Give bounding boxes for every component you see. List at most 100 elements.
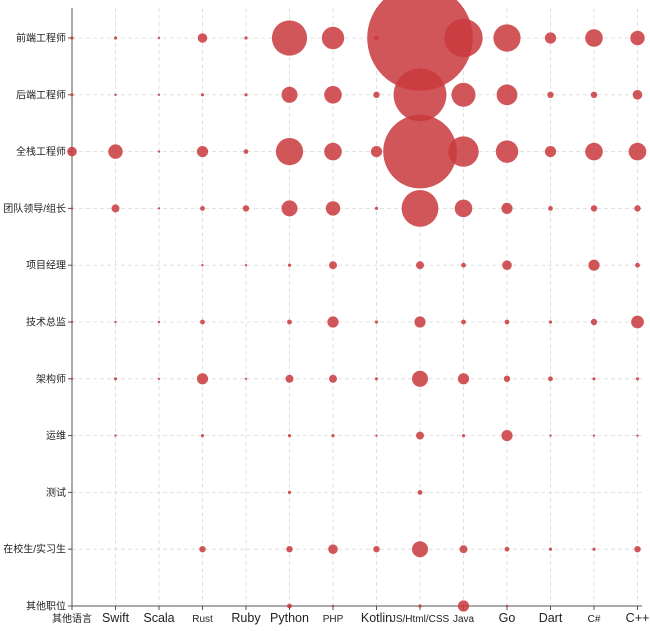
bubble-point [504, 546, 510, 552]
bubble-point [418, 604, 422, 608]
bubble-point [632, 90, 643, 100]
bubble-point [412, 370, 428, 387]
bubble-point [286, 546, 293, 553]
bubble-point [630, 30, 645, 46]
bubble-point [374, 377, 379, 381]
bubble-point [157, 36, 161, 40]
y-tick-label: 全栈工程师 [16, 145, 66, 158]
x-tick-label: JS/Html/CSS [391, 614, 450, 625]
bubble-point [592, 377, 596, 381]
bubble-point [200, 434, 205, 438]
bubble-point [374, 320, 379, 324]
bubble-point [547, 91, 554, 99]
bubble-point [544, 32, 557, 44]
y-tick-label: 前端工程师 [16, 32, 66, 45]
bubble-point [331, 434, 335, 438]
bubble-point [287, 434, 292, 438]
x-tick-label: Java [453, 614, 475, 625]
bubble-point [271, 20, 308, 56]
bubble-point [114, 320, 117, 324]
bubble-point [503, 375, 511, 382]
bubble-point [287, 263, 292, 267]
bubble-point [457, 600, 470, 612]
bubble-point [585, 142, 603, 161]
bubble-point [501, 202, 513, 214]
bubble-point [501, 430, 513, 442]
bubble-point [157, 207, 161, 210]
x-tick-label: C# [588, 614, 601, 625]
bubble-point [444, 18, 483, 58]
bubble-point [493, 24, 521, 52]
bubble-point [544, 146, 557, 158]
x-tick-label: Ruby [231, 611, 261, 625]
bubble-point [108, 144, 123, 159]
bubble-point [414, 316, 426, 328]
bubble-point [324, 142, 342, 161]
bubble-point [242, 205, 250, 212]
bubble-point [157, 150, 161, 153]
bubble-point [113, 36, 118, 40]
bubble-point [448, 136, 479, 167]
y-tick-label: 团队领导/组长 [3, 202, 66, 215]
bubble-point [244, 377, 248, 380]
bubble-point [634, 205, 641, 212]
bubble-point [200, 93, 205, 97]
bubble-point [412, 541, 428, 558]
x-tick-label: Swift [102, 611, 130, 625]
bubble-point [375, 434, 378, 437]
bubble-point [244, 264, 248, 267]
bubble-point [157, 377, 161, 380]
bubble-point [287, 603, 292, 609]
bubble-point [592, 434, 596, 437]
bubble-point [157, 320, 161, 324]
bubble-point [328, 544, 338, 554]
bubble-point [461, 319, 466, 325]
bubble-point [631, 315, 644, 329]
bubble-point [70, 207, 74, 210]
bubble-point [196, 146, 209, 158]
bubble-point [634, 546, 641, 553]
bubble-point [196, 373, 209, 385]
bubble-point [505, 604, 509, 608]
bubble-point [628, 142, 647, 161]
bubble-point [70, 93, 74, 97]
y-tick-label: 运维 [46, 429, 66, 442]
bubble-point [373, 91, 380, 99]
bubble-point [502, 260, 512, 271]
bubble-point [114, 93, 117, 97]
bubble-point [67, 146, 77, 157]
bubble-point [373, 546, 380, 553]
bubble-point [454, 199, 473, 218]
bubble-point [370, 146, 383, 158]
bubble-point [548, 320, 553, 324]
bubble-point [327, 316, 339, 328]
bubble-point [548, 547, 553, 551]
bubble-point [504, 319, 510, 325]
bubble-point [461, 434, 466, 438]
x-tick-label: C++ [626, 611, 650, 625]
bubble-point [329, 261, 337, 270]
bubble-point [496, 84, 518, 106]
bubble-point [457, 373, 470, 385]
bubble-point [451, 82, 476, 107]
x-tick-label: Dart [539, 611, 563, 625]
bubble-point [590, 318, 598, 326]
bubble-point [401, 190, 439, 227]
bubble-point [416, 431, 424, 440]
bubble-point [287, 490, 292, 494]
y-tick-label: 架构师 [36, 372, 66, 385]
y-tick-label: 项目经理 [26, 259, 66, 272]
bubble-point [383, 114, 457, 189]
bubble-point [199, 546, 206, 553]
bubble-point [592, 547, 596, 551]
bubble-point [459, 545, 468, 554]
bubble-point [275, 138, 304, 166]
x-tick-label: Rust [192, 614, 213, 625]
bubble-point [113, 377, 118, 381]
x-tick-label: 其他语言 [52, 612, 92, 625]
bubble-point [461, 262, 466, 268]
bubble-point [281, 200, 298, 217]
bubble-point [200, 206, 205, 211]
